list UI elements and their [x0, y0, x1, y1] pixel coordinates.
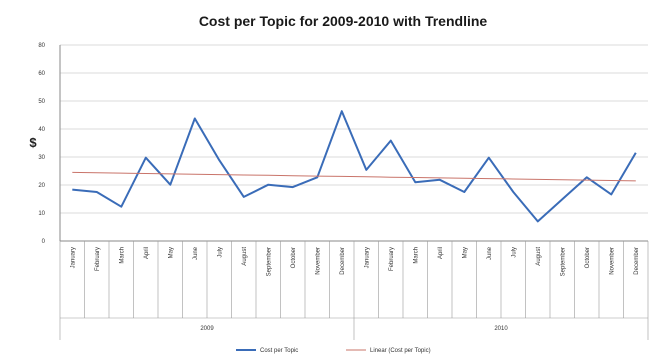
- y-tick-label: 30: [38, 155, 45, 161]
- legend-label: Cost per Topic: [260, 348, 298, 354]
- y-tick-label: 50: [38, 99, 45, 105]
- x-tick-label: October: [291, 247, 297, 268]
- x-tick-label: August: [536, 247, 542, 266]
- series-line: [72, 110, 637, 223]
- x-tick-label: September: [266, 247, 272, 276]
- x-tick-label: December: [634, 247, 640, 275]
- x-tick-label: May: [462, 247, 468, 258]
- y-tick-label: 40: [38, 127, 45, 133]
- y-tick-label: 80: [38, 43, 45, 49]
- x-tick-label: November: [315, 247, 321, 275]
- x-tick-label: February: [389, 247, 395, 271]
- x-tick-label: June: [193, 246, 199, 260]
- legend-label: Linear (Cost per Topic): [370, 348, 431, 354]
- x-tick-label: October: [585, 247, 591, 268]
- y-tick-label: 10: [38, 211, 45, 217]
- y-axis-label: $: [29, 135, 37, 150]
- chart-title: Cost per Topic for 2009-2010 with Trendl…: [199, 13, 488, 29]
- x-group-label: 2010: [494, 326, 508, 332]
- x-tick-label: December: [340, 247, 346, 275]
- x-tick-label: March: [119, 247, 125, 264]
- x-group-label: 2009: [200, 326, 214, 332]
- x-tick-label: January: [364, 247, 370, 268]
- legend: Cost per Topic Linear (Cost per Topic): [236, 348, 431, 354]
- x-tick-label: August: [242, 247, 248, 266]
- x-tick-label: November: [609, 247, 615, 275]
- x-tick-label: May: [168, 247, 174, 258]
- trendline: [72, 171, 636, 182]
- x-tick-label: September: [560, 247, 566, 276]
- y-tick-label: 20: [38, 183, 45, 189]
- y-tick-label: 0: [42, 239, 46, 245]
- plot-area: 0 10 20 30 40 50 60 80 2009 2010 January February Ma…: [38, 43, 649, 340]
- x-tick-label: July: [511, 247, 517, 258]
- x-tick-label: July: [217, 247, 223, 258]
- y-tick-label: 60: [38, 71, 45, 77]
- x-tick-label: June: [487, 246, 493, 260]
- x-tick-label: April: [144, 247, 150, 259]
- x-tick-label: April: [438, 247, 444, 259]
- x-tick-label: January: [70, 247, 76, 268]
- x-tick-label: February: [95, 247, 101, 271]
- x-tick-label: March: [413, 247, 419, 264]
